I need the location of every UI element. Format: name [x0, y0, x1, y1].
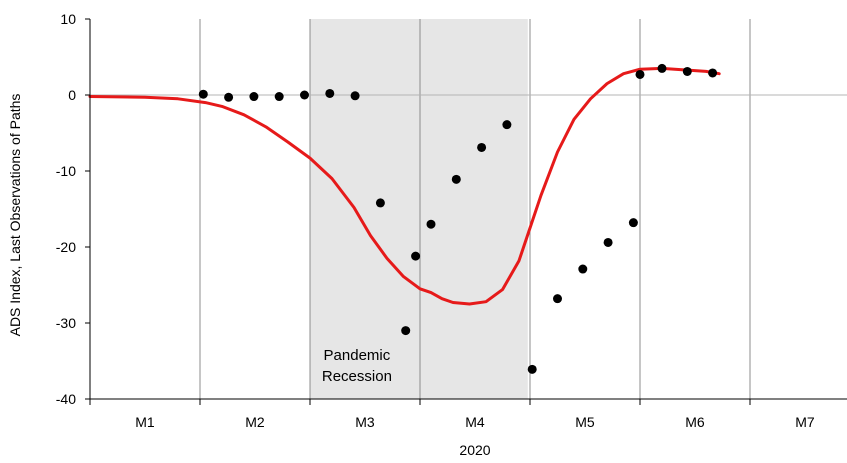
label-layer: 10 0 -10 -20 -30 -40 M1 M2 M3 M4 M5 M6 M7 Pandemic Rec… [56, 11, 815, 430]
y-tick-label: 0 [68, 87, 76, 103]
data-point [628, 218, 638, 228]
data-point [198, 89, 208, 99]
data-point [411, 251, 421, 261]
recession-band [310, 19, 528, 399]
data-point [553, 294, 562, 304]
data-point [325, 88, 335, 98]
data-point [682, 66, 692, 76]
data-point [603, 237, 613, 247]
x-tick-label: M6 [685, 414, 705, 430]
x-axis-title: 2020 [459, 442, 490, 458]
data-point [350, 91, 360, 101]
x-tick-label: M5 [575, 414, 595, 430]
y-tick-label: 10 [60, 11, 76, 27]
data-point [274, 92, 284, 102]
data-point [657, 63, 667, 73]
data-point [375, 198, 385, 208]
data-point [635, 69, 645, 79]
data-point [502, 120, 512, 130]
x-tick-label: M4 [465, 414, 485, 430]
axis-layer [85, 18, 847, 405]
recession-band-layer [310, 19, 528, 399]
y-axis-title: ADS Index, Last Observations of Paths [7, 94, 23, 337]
y-tick-label: -40 [56, 391, 76, 407]
recession-label: Pandemic [324, 347, 391, 364]
x-tick-label: M1 [135, 414, 155, 430]
data-point [224, 92, 234, 102]
x-tick-label: M7 [795, 414, 815, 430]
x-tick-label: M2 [245, 414, 265, 430]
y-tick-label: -10 [56, 163, 76, 179]
data-point [300, 90, 309, 100]
data-point [578, 264, 588, 274]
grid-layer [90, 19, 847, 399]
data-point [451, 174, 461, 184]
data-point [401, 326, 411, 336]
data-point [708, 68, 718, 78]
point-layer [198, 63, 718, 374]
recession-label: Recession [322, 368, 392, 385]
y-tick-label: -20 [56, 239, 76, 255]
data-point [249, 92, 259, 102]
line-layer [88, 66, 721, 306]
y-tick-label: -30 [56, 315, 76, 331]
x-tick-label: M3 [355, 414, 375, 430]
line-series [88, 66, 721, 306]
data-point [527, 364, 537, 374]
data-point [477, 142, 487, 152]
data-point [426, 219, 436, 229]
